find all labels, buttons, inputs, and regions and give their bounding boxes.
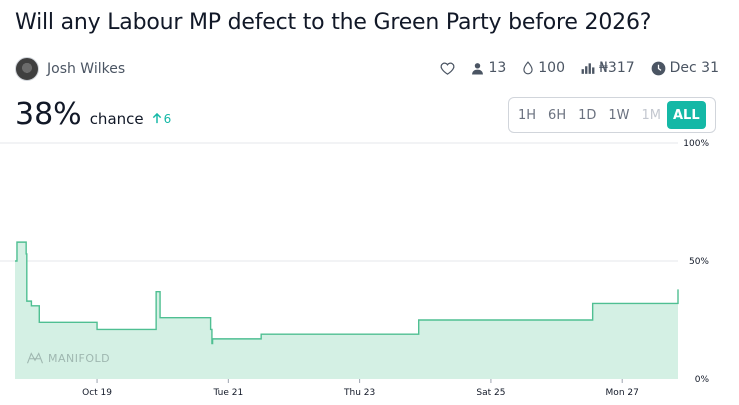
x-tick-label: Oct 19 (82, 388, 112, 398)
author[interactable]: Josh Wilkes (15, 56, 125, 82)
clock-icon (651, 61, 666, 75)
user-icon (472, 62, 484, 74)
probability: 38% chance 6 (15, 97, 171, 132)
chart-svg[interactable]: 0% 50% 100% Oct 19 Tue 21 Thu 23 Sat 25 Mon 27 (0, 135, 739, 405)
probability-chart[interactable]: 0% 50% 100% Oct 19 Tue 21 Thu 23 Sat 25 Mon 27 (0, 135, 739, 405)
manifold-logo-icon (27, 352, 43, 364)
traders-value: 13 (488, 60, 507, 76)
x-tick-label: Thu 23 (343, 388, 375, 398)
bar-chart-icon (581, 63, 595, 74)
watermark-text: MANIFOLD (48, 351, 111, 365)
probability-label: chance (89, 110, 144, 128)
y-tick-label: 50% (689, 257, 709, 267)
y-tick-label: 0% (695, 375, 710, 385)
volume[interactable]: ₦317 (581, 60, 635, 76)
arrow-up-icon (152, 113, 161, 124)
user-avatar[interactable] (15, 57, 39, 81)
author-name[interactable]: Josh Wilkes (47, 61, 126, 77)
x-tick-label: Mon 27 (606, 388, 639, 398)
probability-value: 38% (15, 97, 82, 132)
range-1d[interactable]: 1D (578, 107, 597, 123)
range-1h[interactable]: 1H (518, 107, 537, 123)
market-meta: 13 100 ₦317 Dec 31 (440, 58, 719, 78)
probability-change: 6 (152, 111, 172, 126)
liquidity-value: 100 (538, 60, 565, 76)
market-title: Will any Labour MP defect to the Green P… (15, 10, 652, 35)
x-tick-label: Sat 25 (476, 388, 505, 398)
heart-icon (441, 62, 455, 75)
like-button[interactable] (440, 61, 455, 76)
range-1m: 1M (641, 107, 662, 123)
manifold-watermark: MANIFOLD (26, 351, 110, 365)
y-tick-label: 100% (683, 139, 709, 149)
close-date[interactable]: Dec 31 (651, 60, 719, 76)
time-range-selector: 1H 6H 1D 1W 1M ALL (508, 97, 716, 133)
volume-value: ₦317 (599, 60, 635, 76)
series-area (15, 242, 678, 379)
range-1w[interactable]: 1W (608, 107, 630, 123)
close-date-value: Dec 31 (669, 60, 719, 76)
traders-count[interactable]: 13 (471, 60, 506, 76)
droplet-icon (523, 61, 533, 75)
probability-change-value: 6 (163, 111, 172, 126)
x-tick-label: Tue 21 (212, 388, 243, 398)
series-line (15, 241, 679, 345)
liquidity[interactable]: 100 (522, 60, 565, 76)
range-6h[interactable]: 6H (548, 107, 567, 123)
range-all[interactable]: ALL (667, 101, 706, 129)
